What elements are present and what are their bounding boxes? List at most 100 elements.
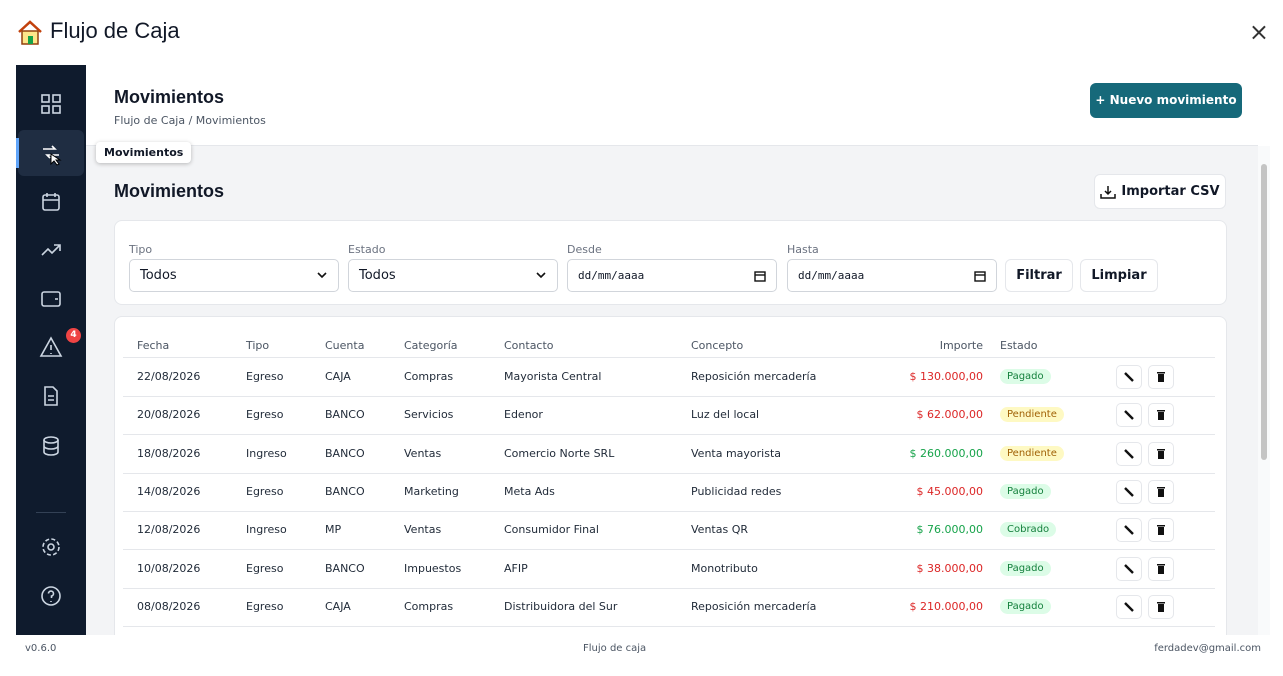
import-label: Importar CSV [1121,184,1220,199]
column-header: Contacto [504,339,554,352]
edit-button[interactable] [1116,518,1142,543]
cell: Reposición mercadería [691,370,817,383]
status-badge: Pagado [1000,598,1051,614]
cell: Servicios [404,408,454,422]
edit-icon [1124,525,1134,536]
cell: 08/08/2026 [137,599,201,613]
delete-icon [1157,563,1165,574]
cell: Ventas [404,523,442,537]
movements-icon[interactable] [39,142,63,166]
input-value: dd/mm/aaaa [578,269,645,282]
edit-button[interactable] [1116,594,1142,619]
cell: MP [325,523,342,537]
edit-button[interactable] [1116,479,1142,504]
active-indicator [16,138,19,168]
delete-button[interactable] [1148,365,1174,389]
section-title: Movimientos [114,181,225,201]
edit-icon [1124,410,1134,421]
edit-button[interactable] [1116,556,1142,581]
trend-icon[interactable] [39,238,63,262]
cell: Egreso [246,484,284,498]
row-line [123,587,1215,589]
calendar-icon [754,270,766,282]
cell: BANCO [325,484,365,498]
settings-icon[interactable] [39,535,63,559]
amount: $ 130.000,00 [909,370,983,383]
amount: $ 38.000,00 [916,561,983,575]
filter-label: Hasta [787,243,819,256]
footer-email: ferdadev@gmail.com [1154,643,1261,654]
scroll-thumb[interactable] [1261,164,1267,460]
row-line [123,549,1215,551]
delete-button[interactable] [1148,403,1174,428]
delete-icon [1157,601,1165,612]
column-header: Tipo [246,339,270,352]
edit-icon [1124,487,1134,497]
amount: $ 76.000,00 [916,523,983,537]
report-icon[interactable] [39,384,63,408]
close-button[interactable]: × [1248,18,1269,46]
cell: Edenor [504,408,543,422]
new-movement-button[interactable]: + Nuevo movimiento [1090,83,1242,118]
date-input[interactable]: dd/mm/aaaa [787,259,997,292]
chevron-icon [317,271,327,278]
row-line [123,434,1215,436]
delete-button[interactable] [1148,556,1174,581]
cell: BANCO [325,446,365,460]
delete-icon [1157,448,1165,459]
status-badge: Cobrado [1000,522,1057,538]
date-input[interactable]: dd/mm/aaaa [567,259,777,292]
row-line [123,625,1215,627]
column-header: Concepto [691,339,744,352]
row-line [123,472,1215,474]
footer-label: Flujo de caja [583,643,647,654]
select[interactable]: Todos [348,259,558,292]
edit-button[interactable] [1116,403,1142,428]
alert-icon[interactable] [39,335,63,359]
delete-button[interactable] [1148,594,1174,619]
filter-button[interactable]: Filtrar [1005,259,1073,292]
delete-button[interactable] [1148,479,1174,504]
amount: $ 260.000,00 [909,446,983,460]
cell: 14/08/2026 [137,484,201,498]
help-icon[interactable] [39,584,63,608]
row-line [123,396,1215,397]
import-button[interactable]: Importar CSV [1094,174,1226,209]
cell: Egreso [246,370,284,383]
select[interactable]: Todos [129,259,339,292]
cell: BANCO [325,408,365,422]
filter-label: Tipo [129,243,153,256]
active-item [18,130,84,176]
calendar-icon[interactable] [39,190,63,214]
cell: AFIP [504,561,528,575]
sidebar: 4 [16,65,86,635]
status-badge: Pagado [1000,483,1051,499]
cell: Ventas [404,446,442,460]
row-line [123,510,1215,512]
delete-button[interactable] [1148,441,1174,466]
clear-button[interactable]: Limpiar [1080,259,1158,292]
delete-button[interactable] [1148,518,1174,543]
main-content: Movimientos Flujo de Caja / Movimientos … [86,65,1258,635]
chevron-icon [536,271,546,278]
input-value: dd/mm/aaaa [798,269,865,282]
table-card: Fecha Tipo Cuenta Categoría Contacto Concepto… [114,316,1227,635]
scrollbar[interactable] [1258,146,1270,635]
database-icon[interactable] [39,434,63,458]
cell: CAJA [325,370,351,383]
input-value: Todos [359,268,396,283]
column-header: Fecha [137,339,170,352]
edit-button[interactable] [1116,365,1142,389]
edit-button[interactable] [1116,441,1142,466]
cell: Ventas QR [691,523,748,537]
cell: Mayorista Central [504,370,602,383]
amount: $ 210.000,00 [909,599,983,613]
status-badge: Pendiente [1000,407,1064,423]
cell: Marketing [404,484,459,498]
wallet-icon[interactable] [39,286,63,310]
cell: Compras [404,370,454,383]
dashboard-icon[interactable] [39,92,63,116]
edit-icon [1124,448,1134,459]
breadcrumb: Flujo de Caja / Movimientos [114,114,266,127]
